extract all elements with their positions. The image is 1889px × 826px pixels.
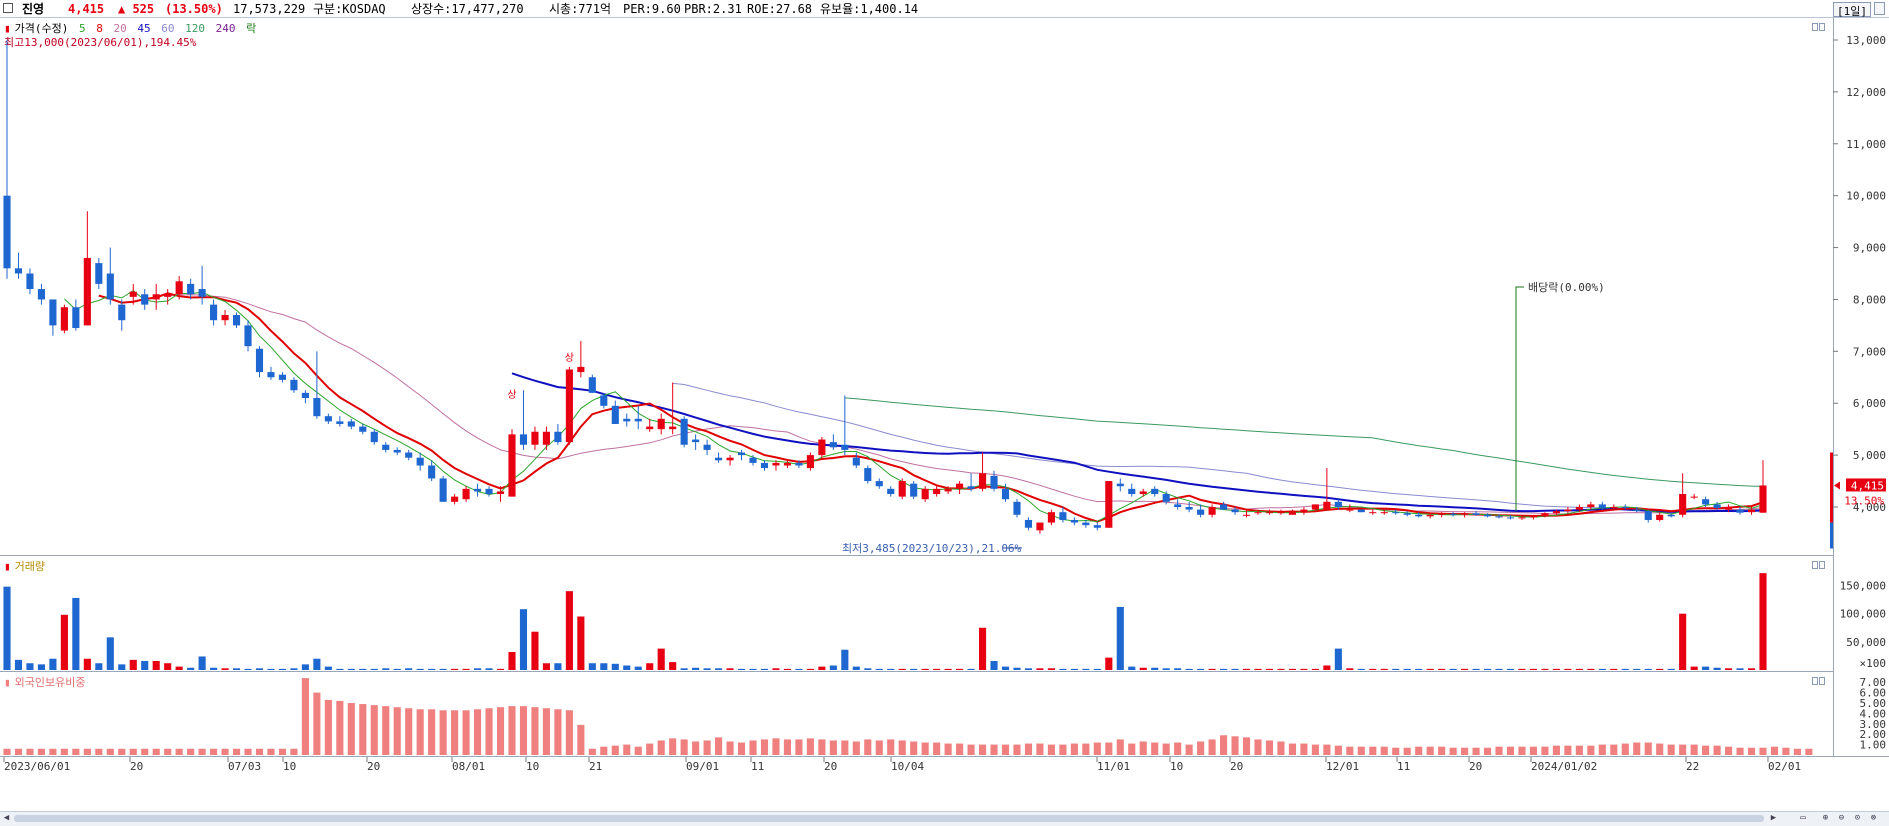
zoom-out-icon[interactable]: ⊖: [1838, 813, 1845, 823]
zoom-reset-icon[interactable]: ⊙: [1854, 813, 1861, 823]
listed-shares: 상장수:17,477,270: [411, 2, 524, 16]
stock-name: 진영: [22, 2, 45, 16]
trade-volume: 17,573,229: [233, 2, 306, 16]
foreign-scale: [1833, 672, 1889, 757]
scroll-left-icon[interactable]: ◀: [3, 813, 10, 823]
zoom-in-icon[interactable]: ⊕: [1822, 813, 1829, 823]
price-pane: [0, 18, 1833, 556]
foreign-title: 외국인보유비중: [14, 676, 86, 689]
market-cap: 시총:771억: [549, 2, 612, 16]
price-legend: ▮ 가격(수정) 5 8 20 45 60 120 240 락: [4, 22, 257, 35]
foreign-pane-controls[interactable]: [1811, 674, 1827, 685]
reserve-ratio: 유보율:1,400.14: [820, 2, 919, 16]
stock-info-bar: 진영 4,415 ▲ 525 (13.50%) 17,573,229 구분:KO…: [0, 0, 1889, 18]
volume-legend: ▮ 거래량: [4, 560, 45, 573]
price-scale: [1833, 18, 1889, 556]
ma8-legend[interactable]: 8: [96, 22, 103, 35]
volume-title: 거래량: [14, 560, 45, 573]
scroll-range-icon[interactable]: ▭: [1800, 813, 1806, 823]
volume-pane: [0, 556, 1833, 672]
volume-scale: [1833, 556, 1889, 672]
roe-value: ROE:27.68: [747, 2, 813, 16]
per-value: PER:9.60: [623, 2, 681, 16]
foreign-ownership-pane: [0, 672, 1833, 757]
ex-dividend-legend[interactable]: 락: [246, 22, 257, 35]
scroll-thumb[interactable]: [14, 815, 1764, 822]
ma5-legend[interactable]: 5: [78, 22, 86, 35]
select-checkbox[interactable]: [3, 3, 13, 13]
scroll-right-icon[interactable]: ▶: [1770, 813, 1777, 823]
price-change: ▲ 525: [118, 2, 155, 16]
date-axis: [0, 756, 1889, 776]
ma240-legend[interactable]: 240: [215, 22, 236, 35]
high-price-note: 최고13,000(2023/06/01),194.45%: [4, 36, 197, 49]
panel-toggle-button[interactable]: [1874, 2, 1885, 15]
volume-pane-controls[interactable]: [1811, 558, 1827, 569]
period-selector[interactable]: [1일]: [1833, 2, 1871, 18]
current-price: 4,415: [68, 2, 105, 16]
price-change-pct: (13.50%): [165, 2, 223, 16]
ma20-legend[interactable]: 20: [113, 22, 127, 35]
ma120-legend[interactable]: 120: [185, 22, 205, 35]
market-type: 구분:KOSDAQ: [313, 2, 386, 16]
price-legend-label: 가격(수정): [14, 22, 69, 35]
pbr-value: PBR:2.31: [684, 2, 742, 16]
price-pane-controls[interactable]: [1811, 20, 1827, 31]
ma45-legend[interactable]: 45: [137, 22, 151, 35]
horizontal-scrollbar[interactable]: ◀ ▶ ▭ ⊕ ⊖ ⊙ ⊗: [0, 811, 1889, 826]
foreign-legend: ▮ 외국인보유비중: [4, 676, 86, 689]
ma60-legend[interactable]: 60: [161, 22, 175, 35]
zoom-fit-icon[interactable]: ⊗: [1870, 813, 1877, 823]
